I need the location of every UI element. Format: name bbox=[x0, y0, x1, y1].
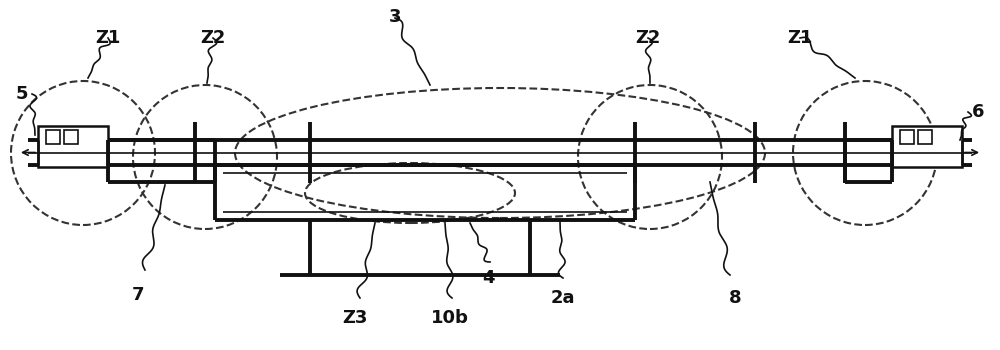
Text: 4: 4 bbox=[482, 269, 494, 287]
Text: 7: 7 bbox=[132, 286, 144, 304]
Text: Z3: Z3 bbox=[342, 309, 368, 327]
Text: 2a: 2a bbox=[551, 289, 575, 307]
Text: 5: 5 bbox=[16, 85, 28, 103]
Bar bbox=[900, 130, 914, 144]
Text: Z2: Z2 bbox=[635, 29, 661, 47]
Bar bbox=[892, 126, 962, 167]
Text: Z1: Z1 bbox=[787, 29, 813, 47]
Bar bbox=[64, 130, 78, 144]
Text: Z2: Z2 bbox=[200, 29, 226, 47]
Bar bbox=[46, 130, 60, 144]
Bar bbox=[38, 126, 108, 167]
Text: 8: 8 bbox=[729, 289, 741, 307]
Bar bbox=[918, 130, 932, 144]
Text: 3: 3 bbox=[389, 8, 401, 26]
Text: 10b: 10b bbox=[431, 309, 469, 327]
Text: 6: 6 bbox=[972, 103, 984, 121]
Text: Z1: Z1 bbox=[95, 29, 121, 47]
